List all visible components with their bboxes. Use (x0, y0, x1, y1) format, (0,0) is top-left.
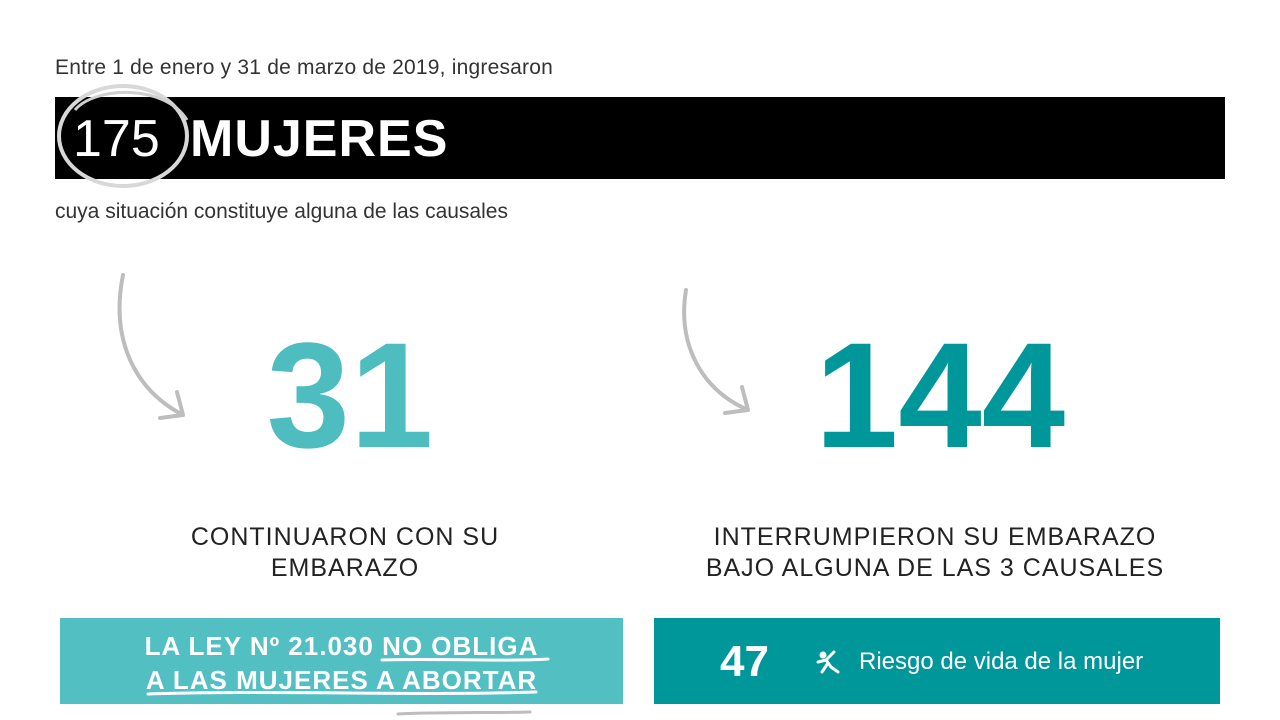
continued-caption-line1: CONTINUARON CON SU (190, 523, 500, 551)
total-count: 175 (73, 110, 160, 168)
hand-drawn-underline (146, 657, 550, 716)
continued-caption-line2: EMBARAZO (270, 554, 420, 582)
total-banner: 175 MUJERES (55, 97, 1225, 179)
total-label: MUJERES (190, 110, 449, 168)
hand-drawn-circle (57, 84, 189, 188)
intro-text: Entre 1 de enero y 31 de marzo de 2019, … (55, 56, 553, 79)
risk-count: 47 (720, 637, 769, 686)
interrupted-caption-line1: INTERRUMPIERON SU EMBARAZO (713, 523, 1157, 551)
interrupted-caption-line2: BAJO ALGUNA DE LAS 3 CAUSALES (705, 554, 1165, 582)
continued-caption: CONTINUARON CON SU EMBARAZO (130, 522, 560, 584)
arrow-left-icon (117, 273, 185, 420)
continued-count: 31 (266, 311, 434, 479)
arrow-right-icon (682, 288, 750, 415)
law-callout-emphasis: NO OBLIGA (382, 631, 539, 661)
interrupted-count: 144 (814, 311, 1066, 479)
risk-box: 47 Riesgo de vida de la mujer (654, 618, 1220, 704)
fallen-person-icon (816, 650, 840, 674)
subtitle-text: cuya situación constituye alguna de las … (55, 200, 508, 223)
law-callout-box: LA LEY Nº 21.030 NO OBLIGA A LAS MUJERES… (60, 618, 623, 704)
risk-label: Riesgo de vida de la mujer (859, 648, 1144, 675)
law-callout-line1: LA LEY Nº 21.030 NO OBLIGA (60, 630, 623, 662)
law-callout-text: LA LEY Nº 21.030 (144, 631, 383, 661)
law-callout-line2: A LAS MUJERES A ABORTAR (145, 665, 538, 695)
interrupted-caption: INTERRUMPIERON SU EMBARAZO BAJO ALGUNA D… (660, 522, 1210, 584)
